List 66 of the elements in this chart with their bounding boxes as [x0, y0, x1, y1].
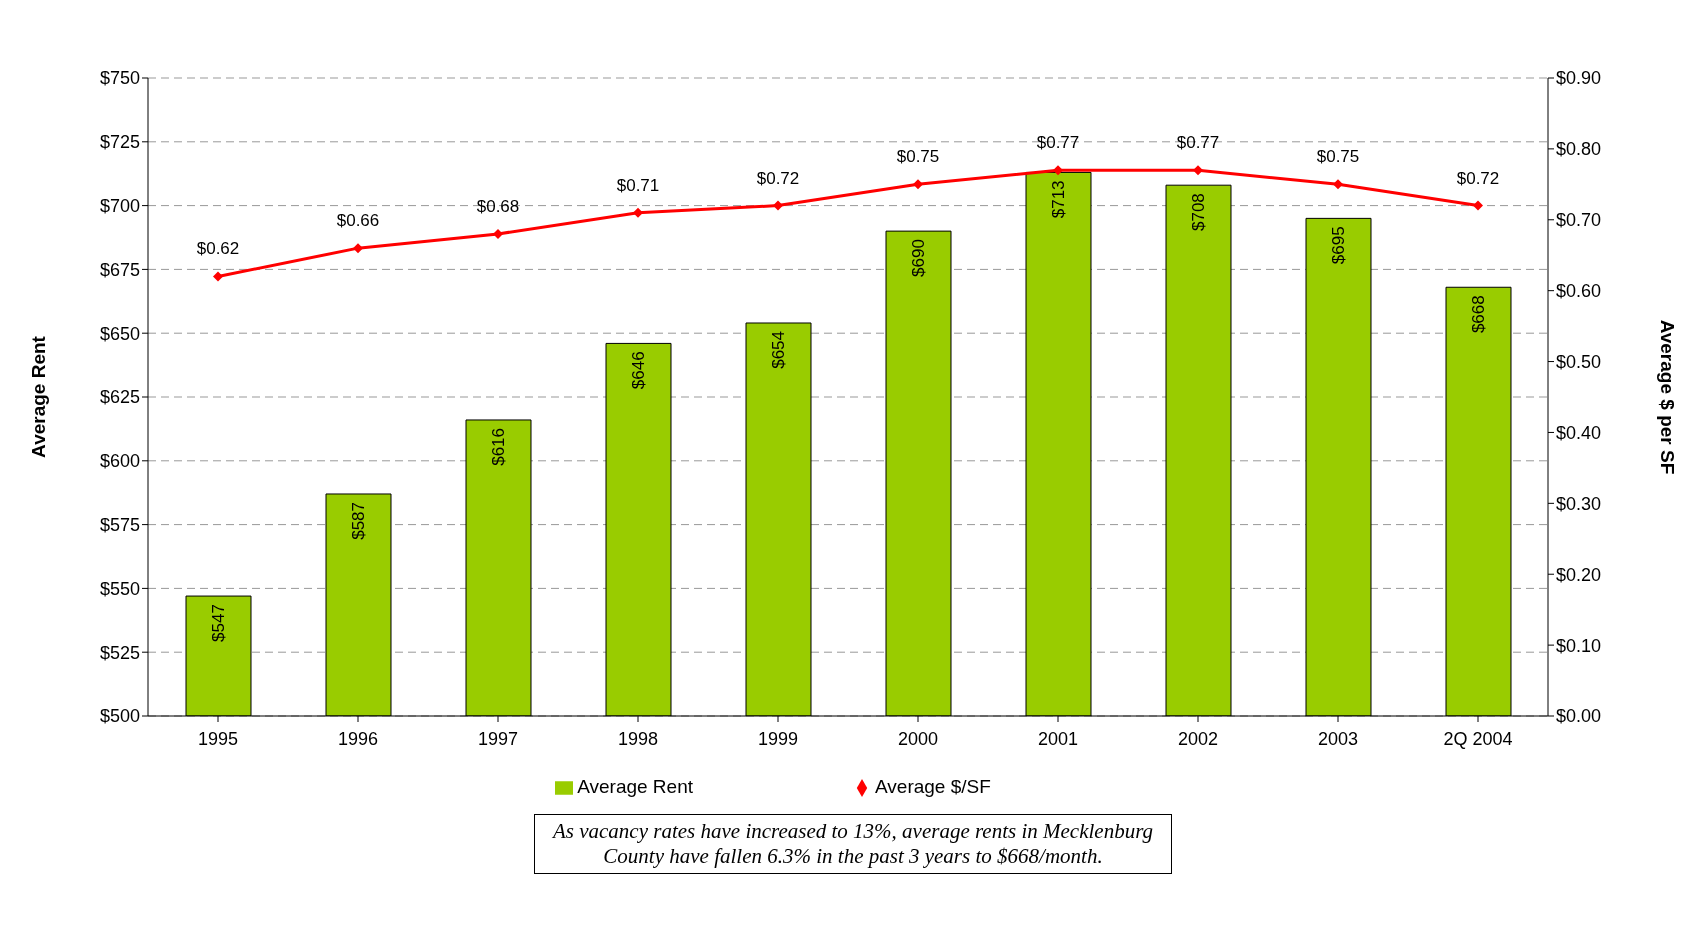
y2-tick-label: $0.00	[1556, 706, 1602, 727]
x-tick-label: 1999	[757, 728, 799, 749]
x-tick-label: 2003	[1317, 728, 1359, 749]
y2-tick-label: $0.90	[1556, 68, 1602, 89]
data-label: $668	[1469, 295, 1488, 334]
y2-tick-label: $0.70	[1556, 210, 1602, 231]
y2-tick-label: $0.80	[1556, 139, 1602, 160]
data-label: $695	[1329, 226, 1348, 265]
y2-tick-label: $0.50	[1556, 351, 1602, 372]
data-label: $713	[1049, 180, 1068, 219]
point	[1333, 179, 1343, 190]
point	[213, 271, 223, 282]
x-tick-label: 1998	[617, 728, 659, 749]
y2-tick-label: $0.40	[1556, 422, 1602, 443]
data-label: $690	[909, 239, 928, 277]
y-tick-label: $725	[99, 132, 140, 153]
data-label: $708	[1189, 193, 1208, 232]
y-tick-label: $500	[99, 706, 140, 727]
data-label: $0.68	[476, 196, 520, 216]
data-label: $0.71	[616, 175, 660, 195]
data-label: $0.62	[196, 239, 240, 259]
y2-tick-label: $0.60	[1556, 281, 1602, 302]
data-label: $587	[349, 501, 368, 540]
data-label: $0.77	[1036, 133, 1080, 153]
y2-tick-label: $0.30	[1556, 493, 1602, 514]
y-tick-label: $625	[99, 387, 140, 408]
data-label: $0.77	[1176, 133, 1220, 153]
data-label: $0.72	[756, 168, 800, 188]
data-label: $0.75	[1316, 147, 1360, 167]
x-tick-label: 1996	[337, 728, 379, 749]
point	[913, 179, 923, 190]
y-tick-label: $650	[99, 323, 140, 344]
data-label: $0.66	[336, 211, 380, 231]
y2-axis-title: Average $ per SF	[1657, 319, 1679, 475]
text: As vacancy rates have increased to 13%, average rents in Mecklenburg County have fallen 6.3% in the past 3 years to $668/month.	[534, 814, 1172, 874]
y-tick-label: $750	[99, 68, 140, 89]
x-tick-label: 1997	[477, 728, 519, 749]
x-tick-label: 2002	[1177, 728, 1219, 749]
y-tick-label: $600	[99, 451, 140, 472]
y-tick-label: $575	[99, 514, 140, 535]
data-label: $547	[209, 604, 228, 642]
x-tick-label: 2001	[1037, 728, 1079, 749]
data-label: $616	[489, 427, 508, 466]
y-tick-label: $700	[99, 195, 140, 216]
y-tick-label: $675	[99, 259, 140, 280]
y2-tick-label: $0.10	[1556, 635, 1602, 656]
y-axis-title: Average Rent	[27, 335, 49, 458]
x-tick-label: 1995	[197, 728, 239, 749]
point	[1053, 165, 1063, 176]
point	[773, 200, 783, 211]
data-label: $654	[769, 330, 788, 369]
y-tick-label: $550	[99, 578, 140, 599]
point	[493, 228, 503, 239]
y-tick-label: $525	[99, 642, 140, 663]
data-label: $646	[629, 351, 648, 390]
point	[353, 243, 363, 254]
y2-tick-label: $0.20	[1556, 564, 1602, 585]
point	[633, 207, 643, 218]
point	[1473, 200, 1483, 211]
data-label: $0.75	[896, 147, 940, 167]
x-tick-label: 2Q 2004	[1443, 728, 1513, 749]
legend-label: Average $/SF	[875, 776, 991, 797]
data-label: $0.72	[1456, 168, 1500, 188]
x-tick-label: 2000	[897, 728, 939, 749]
point	[1193, 165, 1203, 176]
legend-label: Average Rent	[577, 776, 693, 797]
